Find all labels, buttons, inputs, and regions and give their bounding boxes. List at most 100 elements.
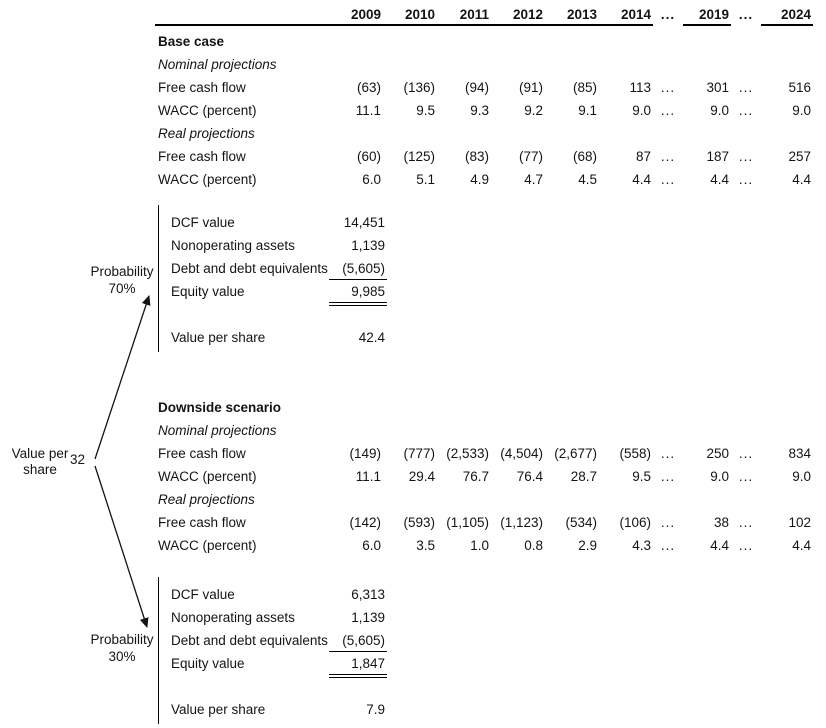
table-cell: 834 (788, 446, 811, 461)
summary-value: 1,139 (351, 238, 385, 253)
table-cell: 9.1 (578, 103, 597, 118)
ellipsis-column-header: ... (660, 7, 676, 22)
table-cell-ellipsis: ... (738, 149, 754, 164)
table-cell: 4.3 (632, 538, 651, 553)
weighted-value-per-share: 32 (70, 452, 86, 467)
table-cell: (77) (518, 149, 543, 164)
table-cell: 113 (629, 80, 651, 95)
table-cell: 4.4 (792, 538, 811, 553)
probability-label: Probability (90, 632, 154, 647)
header-spacer (155, 3, 329, 26)
table-cell: 28.7 (570, 469, 597, 484)
table-cell: (106) (619, 515, 651, 530)
year-column-header: 2010 (383, 3, 437, 26)
summary-gap (171, 303, 392, 326)
table-cell-ellipsis: ... (660, 446, 676, 461)
table-cell: 187 (706, 149, 729, 164)
table-cell: 4.9 (470, 172, 489, 187)
table-cell: 9.0 (792, 469, 811, 484)
table-cell-ellipsis: ... (738, 103, 754, 118)
summary-label: Nonoperating assets (171, 610, 295, 625)
summary-row-equity: Equity value 1,847 (171, 652, 392, 678)
table-cell-ellipsis: ... (660, 515, 676, 530)
table-cell: 6.0 (362, 172, 381, 187)
table-cell: (1,123) (500, 515, 543, 530)
table-cell: (2,533) (446, 446, 489, 461)
group-label-nominal: Nominal projections (158, 423, 277, 438)
year-header-row: 2009 2010 2011 2012 2013 2014 ... 2019 .… (155, 3, 813, 26)
probability-downside: Probability 30% (82, 631, 162, 665)
probability-base-case: Probability 70% (82, 263, 162, 297)
year-column-header: 2012 (491, 3, 545, 26)
table-cell: 76.7 (462, 469, 489, 484)
table-cell-ellipsis: ... (738, 538, 754, 553)
table-cell: (1,105) (446, 515, 489, 530)
year-column-header: 2024 (761, 3, 813, 26)
summary-row-value-per-share: Value per share 7.9 (171, 698, 392, 721)
year-column-header: 2019 (683, 3, 731, 26)
section-title: Base case (158, 34, 225, 49)
table-cell: 1.0 (470, 538, 489, 553)
ellipsis-column-header: ... (738, 7, 754, 22)
summary-label: Debt and debt equivalents (171, 633, 328, 648)
table-cell: (60) (356, 149, 381, 164)
probability-value: 30% (108, 649, 136, 664)
summary-gap (171, 675, 392, 698)
year-column-header: 2014 (599, 3, 653, 26)
table-cell: 5.1 (416, 172, 435, 187)
table-cell: (2,677) (554, 446, 597, 461)
summary-value: 14,451 (343, 215, 385, 230)
table-cell: 9.0 (710, 469, 729, 484)
table-cell: (63) (356, 80, 381, 95)
summary-label: Equity value (171, 284, 245, 299)
table-cell: 4.4 (632, 172, 651, 187)
table-cell: (94) (464, 80, 489, 95)
weighted-value-per-share-label: Value per share (2, 446, 78, 478)
table-cell: (68) (572, 149, 597, 164)
table-cell: 3.5 (416, 538, 435, 553)
row-label-free-cash-flow: Free cash flow (158, 446, 246, 461)
table-cell-ellipsis: ... (738, 515, 754, 530)
table-cell-ellipsis: ... (660, 103, 676, 118)
base-case-table: Base case Nominal projections Free cash … (155, 30, 813, 191)
downside-summary-block: DCF value 6,313 Nonoperating assets 1,13… (158, 577, 392, 724)
summary-row-debt: Debt and debt equivalents (5,605) (171, 257, 392, 280)
table-cell: 2.9 (578, 538, 597, 553)
summary-value: (5,605) (329, 257, 387, 280)
group-label-real: Real projections (158, 492, 255, 507)
table-cell: 4.4 (710, 538, 729, 553)
summary-label: Equity value (171, 656, 245, 671)
table-cell: 4.4 (792, 172, 811, 187)
summary-label: Nonoperating assets (171, 238, 295, 253)
table-cell-ellipsis: ... (738, 446, 754, 461)
table-cell: 38 (713, 515, 729, 530)
summary-row-dcf: DCF value 14,451 (171, 211, 392, 234)
table-cell: 102 (788, 515, 811, 530)
table-cell: (558) (619, 446, 651, 461)
table-cell: 4.4 (710, 172, 729, 187)
summary-value: 1,847 (329, 652, 387, 678)
table-cell: 9.0 (632, 103, 651, 118)
table-cell: 87 (635, 149, 651, 164)
row-label-free-cash-flow: Free cash flow (158, 149, 246, 164)
table-cell: 4.7 (524, 172, 543, 187)
table-cell: 250 (706, 446, 729, 461)
row-label-wacc: WACC (percent) (158, 103, 257, 118)
table-cell: (149) (349, 446, 381, 461)
row-label-wacc: WACC (percent) (158, 172, 257, 187)
group-label-nominal: Nominal projections (158, 57, 277, 72)
table-cell: 76.4 (516, 469, 543, 484)
table-cell: (777) (403, 446, 435, 461)
table-cell-ellipsis: ... (660, 538, 676, 553)
table-cell: (4,504) (500, 446, 543, 461)
summary-label: Value per share (171, 330, 266, 345)
summary-label: Value per share (171, 702, 266, 717)
summary-value: 6,313 (351, 587, 385, 602)
section-title: Downside scenario (158, 400, 282, 415)
summary-row-nonoperating: Nonoperating assets 1,139 (171, 234, 392, 257)
table-cell: (85) (572, 80, 597, 95)
row-label-free-cash-flow: Free cash flow (158, 515, 246, 530)
summary-row-debt: Debt and debt equivalents (5,605) (171, 629, 392, 652)
table-cell-ellipsis: ... (738, 80, 754, 95)
